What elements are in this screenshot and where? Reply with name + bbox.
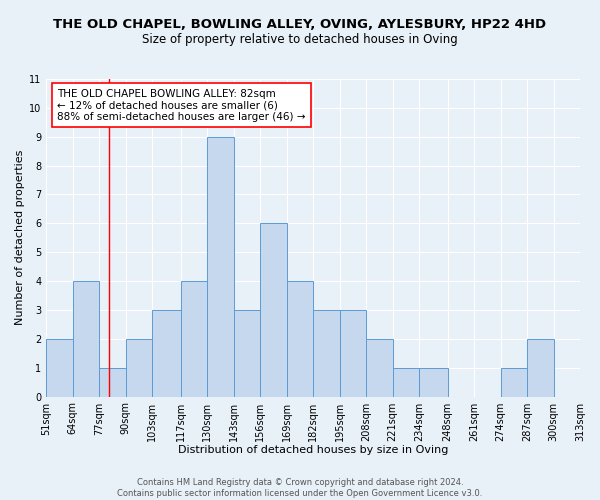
Bar [260, 224, 287, 396]
Bar [419, 368, 448, 396]
Bar [340, 310, 366, 396]
Bar [527, 339, 554, 396]
Bar [126, 339, 152, 396]
Bar [313, 310, 340, 396]
Text: THE OLD CHAPEL, BOWLING ALLEY, OVING, AYLESBURY, HP22 4HD: THE OLD CHAPEL, BOWLING ALLEY, OVING, AY… [53, 18, 547, 30]
Bar [46, 339, 73, 396]
Bar [207, 136, 233, 396]
Bar [233, 310, 260, 396]
Bar [99, 368, 126, 396]
Bar [366, 339, 392, 396]
Y-axis label: Number of detached properties: Number of detached properties [15, 150, 25, 326]
Text: Size of property relative to detached houses in Oving: Size of property relative to detached ho… [142, 32, 458, 46]
Bar [73, 281, 99, 396]
Bar [181, 281, 207, 396]
Bar [287, 281, 313, 396]
X-axis label: Distribution of detached houses by size in Oving: Distribution of detached houses by size … [178, 445, 448, 455]
Bar [500, 368, 527, 396]
Bar [152, 310, 181, 396]
Text: THE OLD CHAPEL BOWLING ALLEY: 82sqm
← 12% of detached houses are smaller (6)
88%: THE OLD CHAPEL BOWLING ALLEY: 82sqm ← 12… [57, 88, 305, 122]
Text: Contains HM Land Registry data © Crown copyright and database right 2024.
Contai: Contains HM Land Registry data © Crown c… [118, 478, 482, 498]
Bar [392, 368, 419, 396]
